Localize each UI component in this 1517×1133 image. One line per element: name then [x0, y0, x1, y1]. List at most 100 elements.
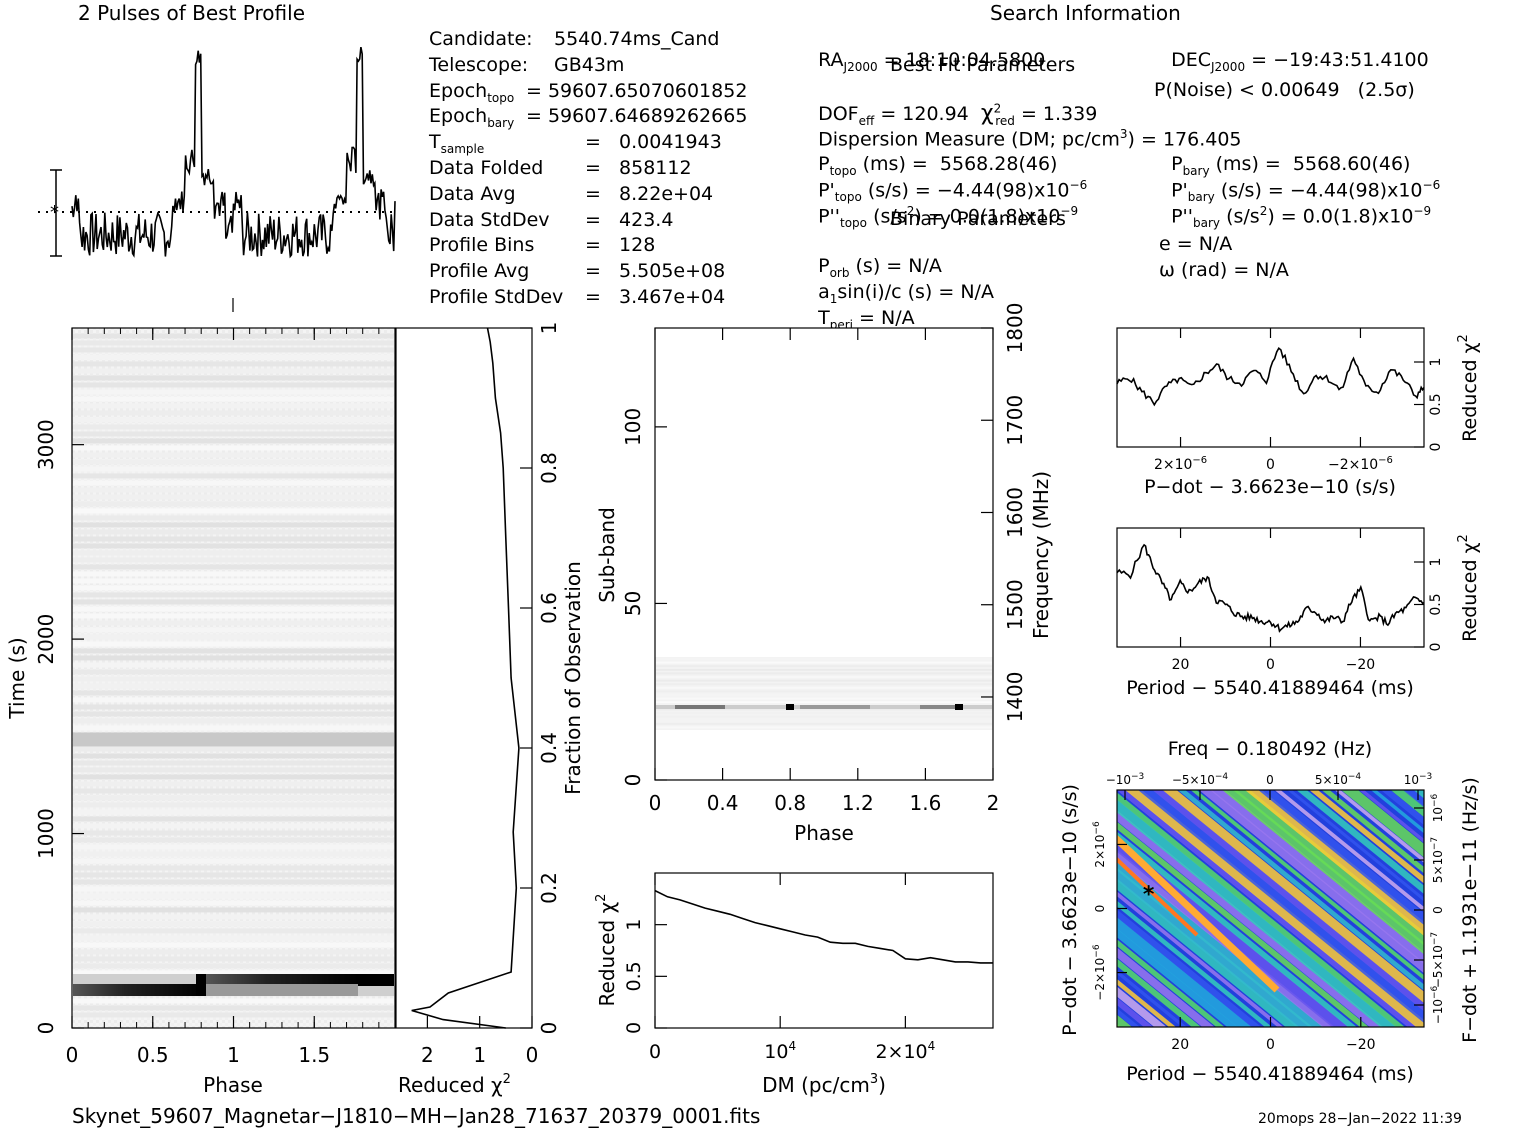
x-tick-label: −20 [1346, 657, 1376, 673]
time-phase-row [73, 711, 394, 717]
heatmap-stripe [1177, 790, 1424, 991]
time-phase-row [73, 410, 394, 416]
time-phase-row [73, 767, 394, 773]
heatmap-stripe [1341, 790, 1424, 858]
top-tick-label: 0 [1266, 773, 1274, 787]
dof-line: DOFeff = 120.94 χ2red = 1.339 [806, 79, 1097, 128]
subband-row [656, 722, 992, 725]
pddbary-value: (s/s [1226, 205, 1260, 228]
best-fit-title: Best Fit Parameters [890, 54, 1076, 76]
asini-value: sin(i)/c (s) = N/A [837, 281, 994, 303]
pdtopo-label: P' [818, 179, 835, 202]
y-tick-label: 2×10−6 [1092, 821, 1107, 868]
y-tick-label: 1 [537, 322, 561, 335]
y2-tick-label: 1500 [1003, 579, 1027, 630]
y2-tick-label: 5×10−7 [1430, 837, 1445, 883]
heatmap-stripe [1199, 790, 1424, 974]
subband-row [656, 668, 992, 671]
y2-tick-label: −5×10−7 [1430, 932, 1445, 988]
time-phase-row [73, 529, 394, 535]
heatmap-stripe [1117, 978, 1176, 1027]
search-info-title: Search Information [990, 1, 1181, 25]
pddtopo-value2: ) = 0.0(1.8)x10 [914, 205, 1061, 228]
period-pdot-title: Freq − 0.180492 (Hz) [1168, 738, 1372, 760]
pddtopo-sup: −9 [1060, 204, 1079, 218]
chi-sub: red [995, 113, 1015, 128]
x-tick-label: 0.4 [707, 791, 739, 815]
time-phase-row [73, 389, 394, 395]
heatmap-stripe [1117, 831, 1357, 1027]
subband-phase-ylabel: Sub-band [595, 507, 619, 603]
period-pdot-y2label: F−dot + 1.1931e−11 (Hz/s) [1459, 777, 1481, 1043]
pddbary-sub: bary [1193, 216, 1221, 231]
y-tick-label: −2×10−6 [1092, 944, 1107, 1001]
pddbary-value2: ) = 0.0(1.8)x10 [1267, 205, 1414, 228]
subband-phase-axes: 0 0.4 0.8 1.2 1.6 2 0 50 100 1400 1500 1600 1700 1800 [621, 303, 1027, 815]
heatmap-stripe [1117, 867, 1313, 1027]
y-tick-label: 0.8 [537, 452, 561, 484]
time-phase-row [73, 417, 394, 423]
time-phase-row [73, 641, 394, 647]
time-phase-row [73, 564, 394, 570]
ptopo-line: Ptopo (ms) = 5568.28(46) [806, 131, 1057, 178]
x-tick-label: 0 [1266, 1037, 1275, 1053]
x-tick-label: 0.5 [137, 1043, 169, 1067]
footer-filename: Skynet_59607_Magnetar−J1810−MH−Jan28_716… [72, 1104, 761, 1128]
time-phase-row [73, 725, 394, 731]
x-tick-label: 1 [227, 1043, 240, 1067]
heatmap-stripe [1117, 792, 1405, 1027]
subband-row [656, 672, 992, 675]
time-phase-row [73, 816, 394, 822]
time-phase-row [73, 452, 394, 458]
tperi-value: = N/A [859, 307, 915, 329]
x-tick-label: 2×104 [875, 1039, 935, 1063]
time-phase-row [73, 746, 394, 752]
porb-sub: orb [829, 265, 850, 280]
time-phase-row [73, 648, 394, 654]
dec-sub: J2000 [1211, 59, 1246, 74]
period-chi2-frame [1116, 527, 1425, 648]
heatmap-stripe [713, 770, 1053, 1047]
subband-phase-xlabel: Phase [794, 821, 854, 845]
info-value: = 59607.65070601852 [526, 79, 748, 102]
heatmap-stripe [1117, 790, 1418, 1027]
x-tick-label: 1.5 [298, 1043, 330, 1067]
y2-tick-label: 1600 [1003, 487, 1027, 538]
time-phase-signal-1 [73, 984, 203, 996]
dm-chi2-ylabel: Reduced χ2 [594, 894, 619, 1007]
pddtopo-sup2: 2 [906, 204, 915, 218]
time-phase-row [73, 382, 394, 388]
time-phase-row [73, 697, 394, 703]
time-phase-row [73, 368, 394, 374]
dm-label: Dispersion Measure (DM; pc/cm [818, 128, 1120, 151]
x-tick-label: 2×10−6 [1154, 455, 1207, 473]
time-phase-row [73, 844, 394, 850]
heatmap-stripe [1117, 891, 1284, 1027]
info-value: GB43m [554, 53, 625, 76]
time-phase-signal-5 [358, 974, 394, 986]
time-phase-row [73, 340, 394, 346]
time-chi2-plot: 2 1 0 0 0.2 0.4 0.6 0.8 1 Reduced χ2 Fraction of… [395, 322, 585, 1097]
info-label: Profile Bins [429, 234, 535, 257]
time-phase-row [73, 361, 394, 367]
pdtopo-sub: topo [834, 190, 862, 205]
heatmap-stripe [1117, 849, 1335, 1027]
profile-title: 2 Pulses of Best Profile [78, 1, 305, 25]
heatmap-peak-band [1117, 856, 1199, 937]
subband-signal-segment [675, 705, 725, 709]
y2-tick-label: 10−6 [1430, 793, 1445, 822]
y-tick-label: 0 [1428, 643, 1444, 652]
dec-label: DEC [1171, 49, 1211, 71]
time-phase-row [73, 438, 394, 444]
subband-row [656, 690, 992, 693]
time-phase-row [73, 683, 394, 689]
period-pdot-axes: 20 0 −20 −10−3 −5×10−4 0 5×10−4 10−3 2×10−6 0 −2×1… [1092, 772, 1445, 1053]
time-phase-signal-4 [206, 984, 358, 996]
pbary-label: P [1171, 153, 1183, 175]
time-phase-row [73, 690, 394, 696]
info-label: T [429, 131, 441, 154]
subband-row [656, 694, 992, 696]
heatmap-stripe [1152, 790, 1424, 1012]
time-phase-row [73, 403, 394, 409]
pdbary-value: (s/s) = −4.44(98)x10 [1220, 179, 1423, 202]
